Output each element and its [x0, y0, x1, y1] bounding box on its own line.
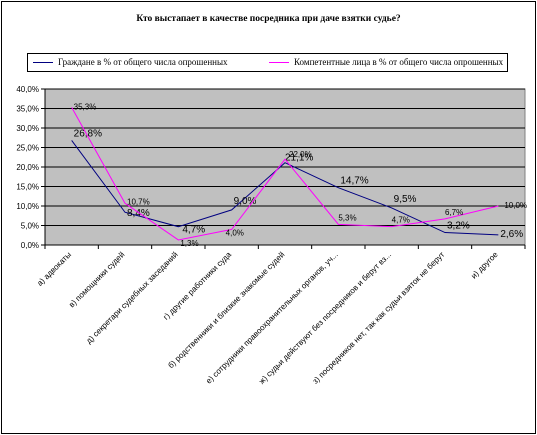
- x-tick-label: д) секретари судебных заседаний: [84, 250, 179, 345]
- series-line-2: [71, 107, 499, 241]
- data-label-series-2: 4,0%: [226, 228, 244, 237]
- data-label-series-1: 3,2%: [447, 221, 470, 232]
- data-label-series-1: 8,4%: [127, 208, 150, 219]
- y-tick-label: 40,0%: [16, 85, 39, 94]
- data-label-series-2: 4,7%: [392, 216, 410, 225]
- legend-item-series-1: Граждане в % от общего числа опрошенных: [33, 57, 228, 67]
- data-label-series-1: 26,8%: [74, 128, 102, 139]
- legend-swatch-series-1: [33, 61, 53, 63]
- x-tick-label: б) родственники и близкие знакомые судей: [166, 250, 286, 370]
- x-tick-label: и) другое: [469, 250, 500, 281]
- data-label-series-1: 2,6%: [500, 229, 523, 240]
- y-tick-label: 0,0%: [21, 241, 39, 250]
- y-tick-label: 35,0%: [16, 105, 39, 114]
- y-tick-label: 25,0%: [16, 144, 39, 153]
- x-tick-label: в) помощники судей: [67, 250, 126, 309]
- data-label-series-2: 35,3%: [74, 102, 97, 111]
- data-label-series-2: 6,7%: [445, 208, 463, 217]
- y-tick-label: 30,0%: [16, 124, 39, 133]
- data-label-series-1: 14,7%: [340, 176, 368, 187]
- data-label-series-2: 10,7%: [127, 197, 150, 206]
- y-tick-label: 10,0%: [16, 202, 39, 211]
- chart-legend: Граждане в % от общего числа опрошенных …: [27, 53, 508, 72]
- data-label-series-1: 9,0%: [234, 196, 257, 207]
- legend-swatch-series-2: [269, 61, 289, 63]
- legend-label-series-1: Граждане в % от общего числа опрошенных: [58, 57, 228, 67]
- data-label-series-2: 5,3%: [338, 213, 356, 222]
- data-label-series-2: 22,0%: [289, 150, 312, 159]
- data-label-series-1: 21,1%: [285, 153, 313, 164]
- legend-label-series-2: Компетентные лица в % от общего числа оп…: [294, 57, 504, 67]
- series-line-1: [71, 140, 499, 236]
- data-label-series-2: 1,3%: [180, 239, 198, 248]
- legend-item-series-2: Компетентные лица в % от общего числа оп…: [269, 57, 503, 67]
- data-label-series-1: 4,7%: [182, 225, 205, 236]
- data-label-series-1: 9,5%: [394, 194, 417, 205]
- y-tick-label: 15,0%: [16, 183, 39, 192]
- y-tick-label: 5,0%: [21, 222, 39, 231]
- data-label-series-2: 10,0%: [504, 201, 527, 210]
- y-tick-label: 20,0%: [16, 163, 39, 172]
- x-tick-label: а) адвокаты: [35, 250, 73, 288]
- chart-title: Кто выстапает в качестве посредника при …: [136, 14, 401, 24]
